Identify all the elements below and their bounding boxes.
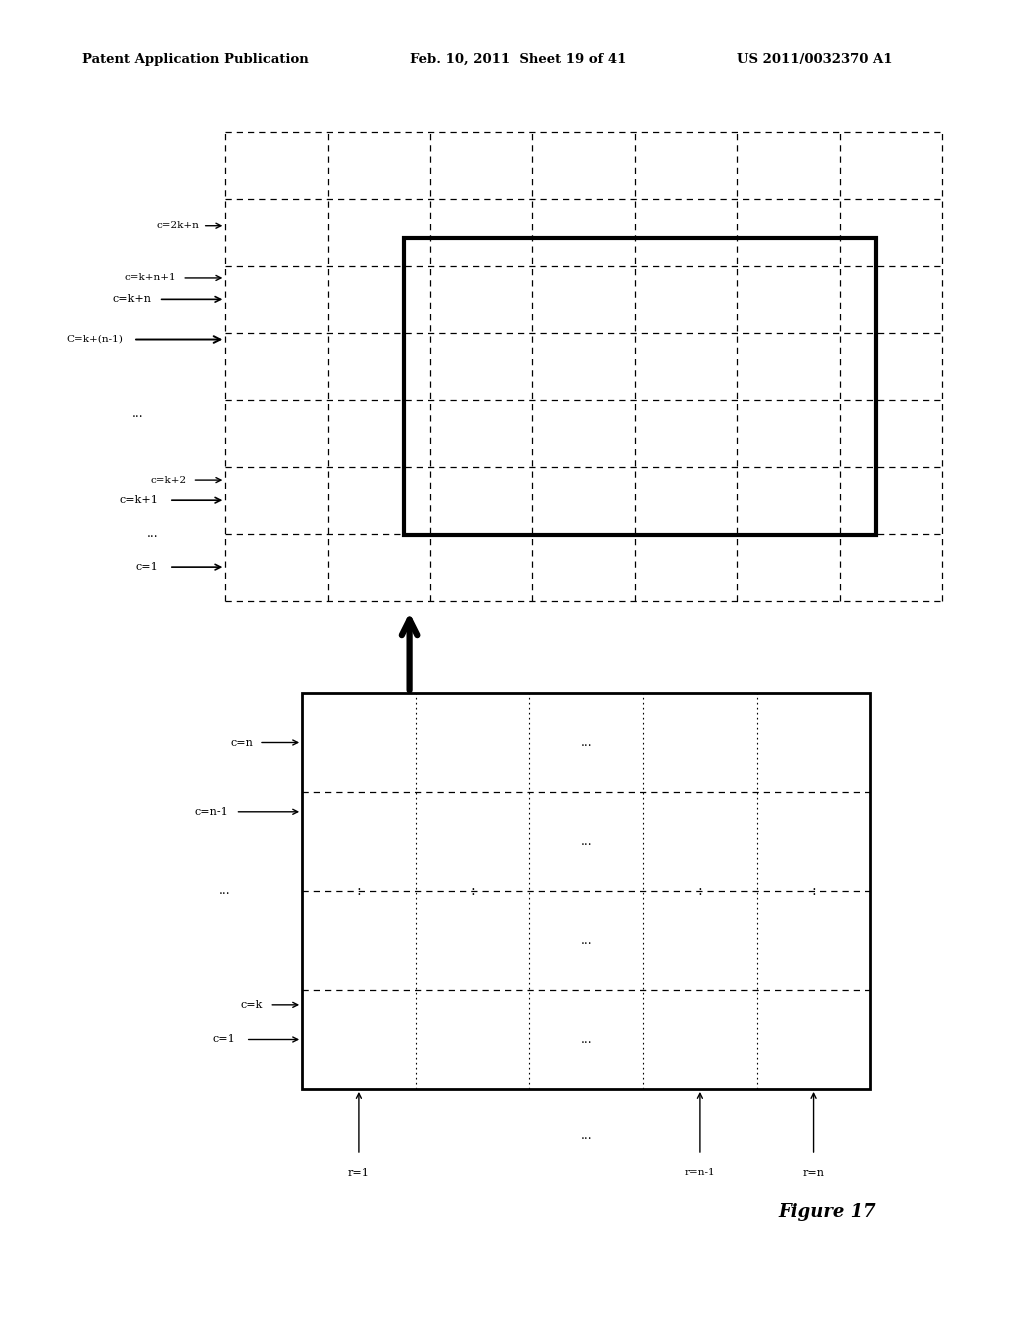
Text: c=k+1: c=k+1: [120, 495, 159, 506]
Text: c=2k+n: c=2k+n: [157, 222, 200, 230]
Text: c=k: c=k: [241, 999, 263, 1010]
Text: ...: ...: [581, 737, 592, 748]
Text: :: :: [811, 884, 816, 898]
Text: ...: ...: [581, 935, 592, 946]
Bar: [404, 238, 876, 535]
Text: :: :: [697, 884, 702, 898]
Text: c=k+n+1: c=k+n+1: [125, 273, 176, 282]
Text: r=n: r=n: [803, 1168, 824, 1179]
Text: c=1: c=1: [136, 562, 159, 572]
Text: c=k+2: c=k+2: [151, 475, 186, 484]
Text: ...: ...: [581, 1034, 592, 1045]
Text: ...: ...: [132, 407, 143, 420]
Text: C=k+(n-1): C=k+(n-1): [66, 335, 123, 345]
Text: :: :: [470, 884, 475, 898]
Text: Feb. 10, 2011  Sheet 19 of 41: Feb. 10, 2011 Sheet 19 of 41: [410, 53, 626, 66]
Text: ...: ...: [147, 527, 159, 540]
Text: Patent Application Publication: Patent Application Publication: [82, 53, 308, 66]
Text: ...: ...: [219, 884, 230, 898]
Text: c=n-1: c=n-1: [195, 807, 228, 817]
Text: c=1: c=1: [213, 1035, 236, 1044]
Text: :: :: [356, 884, 361, 898]
Text: c=n: c=n: [230, 738, 253, 747]
Text: ...: ...: [581, 836, 592, 847]
Text: c=k+n: c=k+n: [113, 294, 152, 305]
Bar: [302, 693, 870, 1089]
Text: r=n-1: r=n-1: [685, 1168, 715, 1177]
Text: US 2011/0032370 A1: US 2011/0032370 A1: [737, 53, 893, 66]
Text: r=1: r=1: [348, 1168, 370, 1179]
Text: Figure 17: Figure 17: [778, 1203, 876, 1221]
Text: ...: ...: [581, 1129, 592, 1142]
